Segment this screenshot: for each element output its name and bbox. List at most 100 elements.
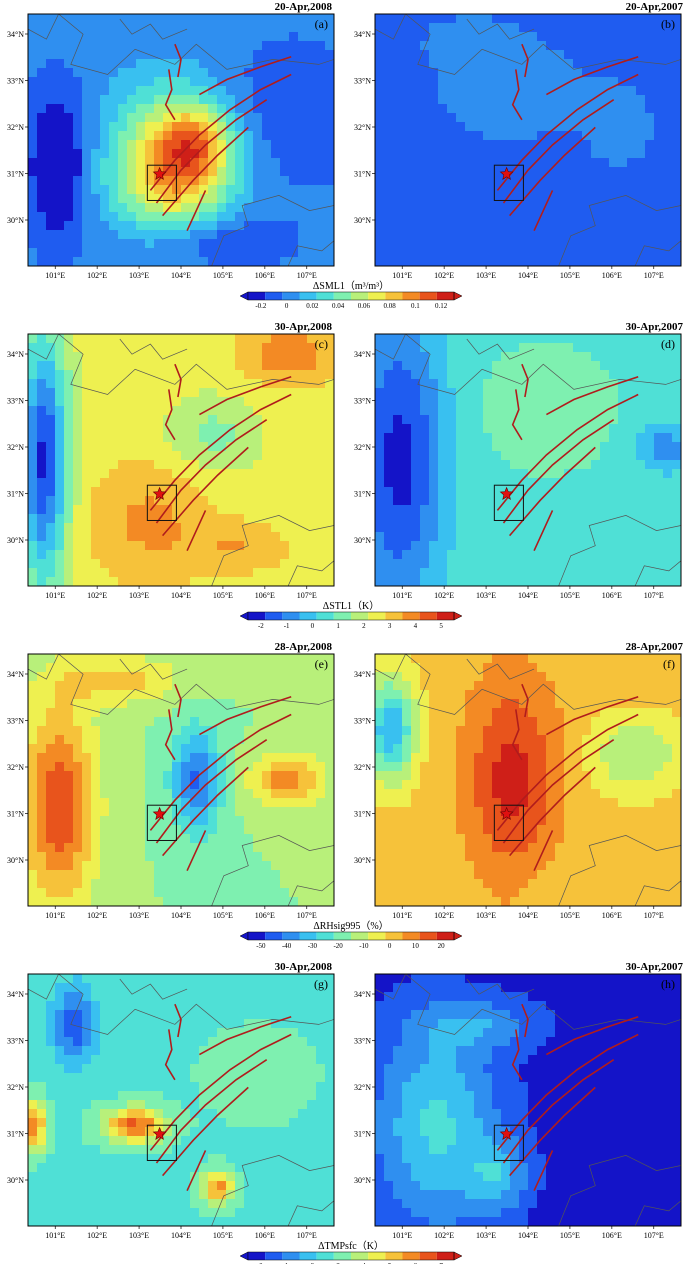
lon-tick-label: 102°E <box>434 271 454 280</box>
colorbar-extend-high <box>453 1251 463 1261</box>
lon-tick-label: 101°E <box>392 911 412 920</box>
panel-letter: (b) <box>661 17 675 31</box>
colorbar-segment <box>385 1252 403 1260</box>
lon-tick-label: 105°E <box>213 271 233 280</box>
lat-tick-label: 33°N <box>7 77 24 86</box>
fault-line <box>199 696 292 736</box>
lat-tick-label: 33°N <box>7 717 24 726</box>
fault-line <box>161 766 249 857</box>
province-border <box>287 560 334 586</box>
colorbar-tick-label: 0 <box>259 1262 263 1264</box>
study-area-box <box>146 1124 177 1161</box>
province-border <box>211 195 334 266</box>
colorbar-segment <box>385 612 403 620</box>
fault-line <box>533 830 554 872</box>
panel-letter: (a) <box>315 17 328 31</box>
lat-tick-label: 32°N <box>7 123 24 132</box>
province-border <box>634 880 681 906</box>
fault-line <box>155 739 268 844</box>
study-area-box <box>493 1124 524 1161</box>
colorbar-segment <box>385 932 403 940</box>
fault-line <box>174 43 182 78</box>
colorbar-segment <box>402 612 420 620</box>
lon-tick-label: 106°E <box>602 591 622 600</box>
province-border <box>287 880 334 906</box>
province-border <box>634 560 681 586</box>
panel-date: 30-Apr,2008 <box>275 961 333 973</box>
colorbar-segment <box>333 612 351 620</box>
colorbar-segment <box>351 932 369 940</box>
colorbar-segment <box>248 932 266 940</box>
province-border <box>558 835 681 906</box>
colorbar-tick-label: 3 <box>388 622 392 630</box>
province-border <box>119 978 188 1000</box>
panel-date: 20-Apr,2007 <box>626 1 684 13</box>
panel-date: 30-Apr,2008 <box>275 321 333 333</box>
lon-tick-label: 104°E <box>171 911 191 920</box>
lon-tick-label: 107°E <box>297 1231 317 1240</box>
lat-tick-label: 30°N <box>354 536 371 545</box>
province-border <box>28 334 59 360</box>
province-border <box>28 974 59 1000</box>
colorbar-segment <box>368 1252 386 1260</box>
fault-line <box>161 1086 249 1177</box>
province-border <box>405 974 681 1035</box>
province-border <box>634 240 681 266</box>
colorbar: ΔSTL1（K） -2 -1 0 1 2 3 4 5 <box>239 600 463 630</box>
lon-tick-label: 101°E <box>45 911 65 920</box>
lon-tick-label: 104°E <box>171 1231 191 1240</box>
lon-tick-label: 102°E <box>87 1231 107 1240</box>
lat-tick-label: 34°N <box>354 350 371 359</box>
colorbar-tick-label: -0.2 <box>255 302 267 310</box>
lat-tick-label: 34°N <box>7 670 24 679</box>
province-border <box>119 18 188 40</box>
colorbar-segment <box>265 292 283 300</box>
colorbar-extend-low <box>239 611 249 621</box>
lat-tick-label: 32°N <box>354 1083 371 1092</box>
lon-tick-label: 102°E <box>87 271 107 280</box>
colorbar-tick-label: -50 <box>256 942 266 950</box>
colorbar: ΔTMPsfc（K） 0 1 2 3 4 5 6 7 <box>239 1240 463 1264</box>
lat-tick-label: 31°N <box>7 170 24 179</box>
lon-tick-label: 102°E <box>87 591 107 600</box>
panel-date: 30-Apr,2007 <box>626 961 684 973</box>
fault-line <box>502 1059 615 1164</box>
colorbar-segment <box>436 932 454 940</box>
lat-tick-label: 30°N <box>354 1176 371 1185</box>
row-soil-temperature: 30-Apr,2008 (c) 101°E 102°E 103°E 104°E 105°E 1… <box>7 321 683 630</box>
fault-line <box>521 683 529 718</box>
province-border <box>405 654 681 715</box>
colorbar: ΔRHsig995（%） -50 -40 -30 -20 -10 0 10 20 <box>239 920 463 950</box>
province-border <box>119 658 188 680</box>
field-shading <box>28 334 334 586</box>
colorbar-title: ΔSTL1（K） <box>323 600 379 612</box>
map-panel: 28-Apr,2008 (e) 101°E 102°E 103°E 104°E 105°E 1… <box>7 641 335 920</box>
panel-letter: (e) <box>315 657 328 671</box>
colorbar-tick-label: 0 <box>285 302 289 310</box>
lon-tick-label: 105°E <box>560 1231 580 1240</box>
map-panel: 30-Apr,2008 (g) 101°E 102°E 103°E 104°E 105°E 1… <box>7 961 335 1240</box>
lat-tick-label: 32°N <box>354 123 371 132</box>
province-border <box>58 334 334 395</box>
province-border <box>211 515 334 586</box>
panel-date: 28-Apr,2007 <box>626 641 684 653</box>
lat-tick-label: 30°N <box>7 216 24 225</box>
lat-tick-label: 33°N <box>354 717 371 726</box>
lat-tick-label: 32°N <box>354 443 371 452</box>
lon-tick-label: 104°E <box>518 271 538 280</box>
panel-letter: (d) <box>661 337 675 351</box>
colorbar-segment <box>402 292 420 300</box>
fault-line <box>161 126 249 217</box>
colorbar-segment <box>402 1252 420 1260</box>
field-shading <box>28 974 334 1226</box>
province-border <box>375 334 406 360</box>
fault-line <box>502 739 615 844</box>
fault-line <box>164 389 176 441</box>
lon-tick-label: 103°E <box>129 591 149 600</box>
colorbar-extend-low <box>239 931 249 941</box>
colorbar-segment <box>351 612 369 620</box>
province-border <box>287 240 334 266</box>
lon-tick-label: 106°E <box>602 911 622 920</box>
fault-line <box>164 1029 176 1081</box>
lon-tick-label: 106°E <box>255 911 275 920</box>
